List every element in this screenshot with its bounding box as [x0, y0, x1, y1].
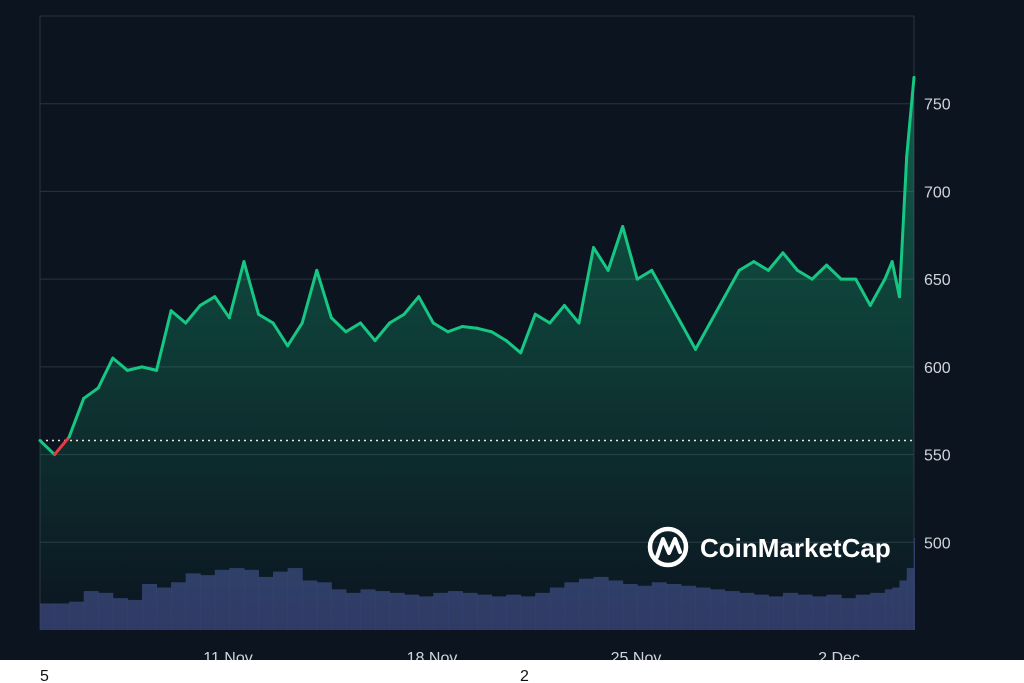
price-line-segment — [431, 321, 450, 334]
price-area-fill — [40, 77, 914, 630]
price-line-segment — [315, 268, 333, 320]
price-line-segment — [694, 321, 712, 351]
price-line-segment — [621, 225, 639, 281]
bottom-strip — [0, 660, 1024, 683]
price-line-segment — [781, 251, 799, 272]
price-line-segment — [358, 321, 377, 343]
price-line-segment — [854, 277, 872, 307]
price-line-segment — [490, 330, 508, 343]
price-line-segment — [723, 268, 741, 299]
price-line-segment — [169, 309, 188, 325]
price-line-segment — [140, 365, 159, 372]
price-line-segment — [53, 435, 71, 457]
price-line-segment — [373, 321, 392, 343]
price-line — [38, 75, 916, 457]
coinmarketcap-logo-icon — [647, 526, 689, 568]
price-line-segment — [664, 295, 683, 325]
y-axis-ticks: 500 550 600 650 700 750 — [924, 97, 951, 553]
price-line-segment — [286, 321, 304, 348]
y-tick-label: 750 — [924, 97, 951, 114]
price-line-segment — [897, 154, 909, 299]
price-line-segment — [38, 439, 57, 457]
price-line-segment — [679, 321, 697, 351]
price-line-segment — [417, 295, 435, 325]
price-line-segment — [868, 277, 887, 307]
y-tick-label: 550 — [924, 448, 951, 465]
price-line-segment — [635, 268, 654, 281]
price-line-segment — [810, 263, 829, 281]
price-line-segment — [890, 260, 901, 299]
price-line-segment — [227, 260, 246, 320]
price-line-segment — [475, 326, 494, 334]
price-line-segment — [577, 246, 596, 325]
price-line-segment — [82, 386, 100, 400]
price-line-segment — [300, 268, 319, 325]
volume-bar — [914, 538, 915, 630]
price-line-segment — [329, 316, 348, 334]
price-line-segment — [213, 295, 231, 320]
price-line-segment — [125, 365, 144, 372]
svg-text:5: 5 — [40, 668, 49, 683]
price-line-segment — [504, 339, 523, 355]
y-tick-label: 600 — [924, 360, 951, 377]
price-line-segment — [825, 263, 843, 281]
price-line-segment — [67, 396, 86, 439]
price-line-segment — [737, 260, 756, 272]
price-line-segment — [402, 295, 421, 316]
price-line-segment — [905, 75, 916, 158]
price-line-segment — [271, 321, 290, 348]
price-line-segment — [446, 325, 464, 334]
price-line-segment — [533, 312, 552, 325]
price-line-segment — [562, 303, 581, 325]
price-line-segment — [708, 295, 727, 325]
price-line-segment — [795, 268, 814, 281]
price-line-segment — [519, 312, 537, 355]
coinmarketcap-logo: CoinMarketCap — [647, 526, 891, 568]
price-line-segment — [242, 260, 260, 316]
price-line-segment — [257, 312, 275, 325]
svg-text:2: 2 — [520, 668, 529, 683]
coinmarketcap-wordmark: CoinMarketCap — [700, 533, 891, 563]
price-line-segment — [198, 295, 217, 307]
price-line-segment — [460, 325, 479, 330]
y-tick-label: 650 — [924, 272, 951, 289]
price-line-segment — [184, 303, 202, 325]
price-line-segment — [606, 225, 625, 272]
y-tick-label: 500 — [924, 535, 951, 552]
price-line-segment — [650, 268, 668, 299]
price-line-segment — [766, 251, 785, 272]
price-line-segment — [111, 356, 129, 372]
price-line-segment — [96, 356, 115, 390]
price-line-segment — [752, 260, 770, 272]
price-line-segment — [592, 246, 610, 272]
y-tick-label: 700 — [924, 184, 951, 201]
price-line-segment — [344, 321, 362, 334]
price-line-segment — [548, 303, 566, 325]
price-line-segment — [388, 312, 406, 325]
price-line-segment — [155, 309, 173, 372]
price-line-segment — [883, 260, 894, 281]
